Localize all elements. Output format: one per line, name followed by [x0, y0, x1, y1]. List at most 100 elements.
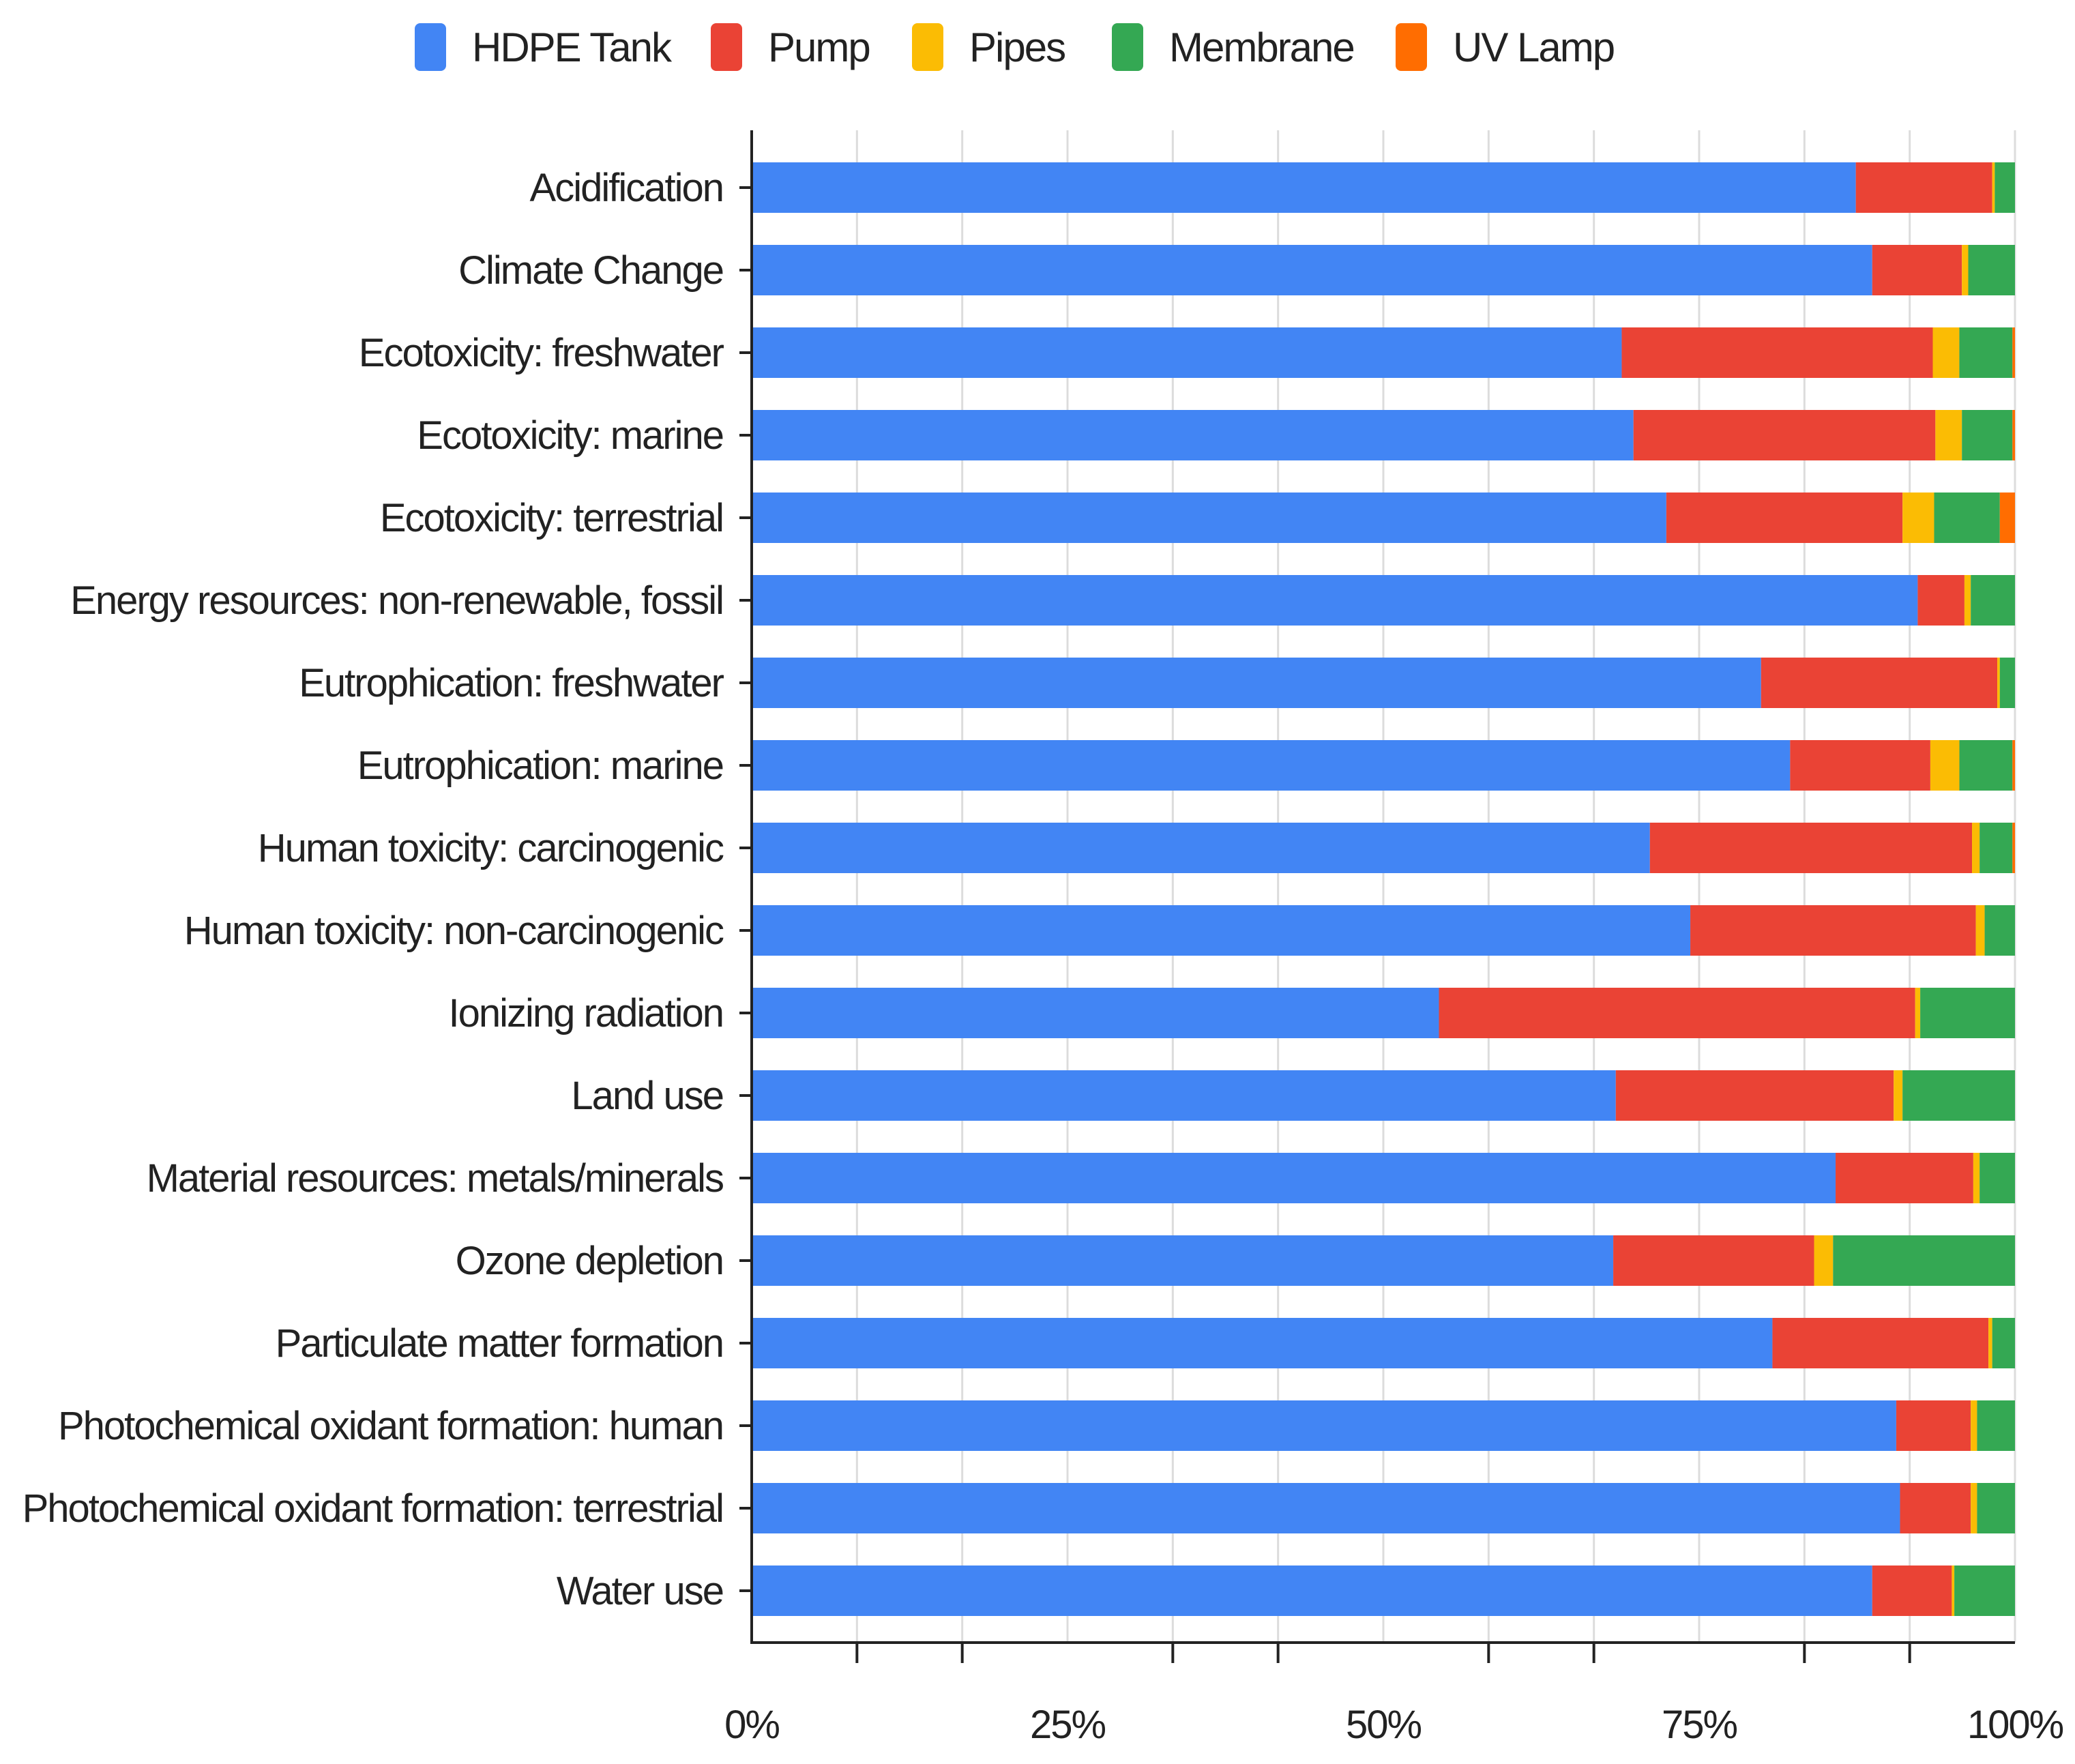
bar-segment-pump — [1649, 823, 1973, 873]
bar-segment-hdpe-tank — [752, 988, 1439, 1038]
legend-swatch — [1112, 23, 1143, 71]
bar-segment-pump — [1896, 1400, 1971, 1451]
category-label: Water use — [557, 1569, 723, 1613]
bar-segment-pump — [1900, 1483, 1971, 1533]
bar-segment-hdpe-tank — [752, 1400, 1896, 1451]
bar-segment-hdpe-tank — [752, 162, 1856, 213]
bar-segment-pump — [1836, 1153, 1973, 1203]
bar-segment-pipes — [1962, 245, 1969, 295]
bar-segment-hdpe-tank — [752, 905, 1691, 956]
bar-segment-hdpe-tank — [752, 493, 1666, 543]
bar-segment-pipes — [1894, 1070, 1903, 1121]
bar-segment-hdpe-tank — [752, 410, 1634, 460]
category-label: Eutrophication: marine — [357, 744, 723, 788]
bar-segment-hdpe-tank — [752, 1070, 1616, 1121]
x-tick-label: 25% — [1030, 1703, 1106, 1747]
bar-segment-membrane — [1995, 162, 2015, 213]
bar-segment-pump — [1615, 1070, 1894, 1121]
bar-segment-pump — [1855, 162, 1992, 213]
bar-segment-pump — [1772, 1318, 1989, 1368]
bar-segment-hdpe-tank — [752, 1235, 1614, 1286]
category-label: Photochemical oxidant formation: human — [58, 1404, 723, 1448]
bar-segment-pipes — [1814, 1235, 1834, 1286]
category-label: Human toxicity: carcinogenic — [258, 826, 724, 870]
category-label: Material resources: metals/minerals — [147, 1156, 723, 1201]
bar-segment-membrane — [1934, 493, 2000, 543]
bar-segment-membrane — [1968, 245, 2015, 295]
bar-segment-pipes — [1972, 823, 1980, 873]
bar-segment-hdpe-tank — [752, 658, 1761, 708]
category-label: Ionizing radiation — [448, 991, 723, 1035]
legend-label: Pipes — [969, 25, 1065, 70]
legend-swatch — [415, 23, 446, 71]
category-label: Land use — [571, 1074, 723, 1118]
x-tick-label: 50% — [1346, 1703, 1422, 1747]
legend-swatch — [711, 23, 742, 71]
bar-segment-pump — [1690, 905, 1976, 956]
bar-segment-pipes — [1997, 658, 2000, 708]
bar-segment-membrane — [1977, 1400, 2015, 1451]
bar-segment-membrane — [1992, 1318, 2015, 1368]
legend-label: UV Lamp — [1453, 25, 1614, 70]
category-label: Human toxicity: non-carcinogenic — [184, 909, 724, 953]
bar-segment-membrane — [1999, 658, 2015, 708]
bar-segment-membrane — [1959, 740, 2013, 791]
category-label: Ecotoxicity: marine — [417, 413, 723, 458]
bar-segment-pipes — [1930, 740, 1960, 791]
bar-segment-membrane — [1971, 575, 2015, 626]
bar-segment-pipes — [1992, 162, 1995, 213]
category-label: Particulate matter formation — [276, 1321, 723, 1366]
bar-segment-uv-lamp — [2012, 327, 2015, 378]
category-label: Ecotoxicity: terrestrial — [380, 496, 723, 540]
bar-segment-pump — [1790, 740, 1930, 791]
bar-segment-pipes — [1971, 1400, 1977, 1451]
bar-segment-pump — [1917, 575, 1964, 626]
x-tick-label: 0% — [724, 1703, 779, 1747]
category-label: Climate Change — [458, 248, 723, 293]
bar-segment-membrane — [1954, 1565, 2015, 1616]
bar-segment-pump — [1666, 493, 1903, 543]
bar-segment-hdpe-tank — [752, 1153, 1836, 1203]
bar-segment-membrane — [1977, 1483, 2015, 1533]
bar-segment-hdpe-tank — [752, 1565, 1872, 1616]
legend-swatch — [1396, 23, 1427, 71]
bar-segment-pipes — [1935, 410, 1962, 460]
bar-segment-pipes — [1975, 905, 1985, 956]
bar-segment-uv-lamp — [2012, 740, 2015, 791]
bar-segment-membrane — [1980, 823, 2013, 873]
category-label: Ozone depletion — [456, 1239, 723, 1283]
bar-segment-pipes — [1932, 327, 1960, 378]
bar-segment-hdpe-tank — [752, 1318, 1773, 1368]
bar-segment-membrane — [1962, 410, 2013, 460]
legend-swatch — [912, 23, 943, 71]
bar-segment-membrane — [1980, 1153, 2015, 1203]
bar-segment-pump — [1613, 1235, 1814, 1286]
bar-segment-uv-lamp — [2012, 410, 2015, 460]
category-label: Acidification — [530, 166, 723, 210]
bar-segment-pump — [1633, 410, 1936, 460]
bar-segment-membrane — [1920, 988, 2015, 1038]
bar-segment-hdpe-tank — [752, 740, 1791, 791]
bar-segment-pump — [1621, 327, 1933, 378]
bar-segment-hdpe-tank — [752, 823, 1650, 873]
bar-segment-hdpe-tank — [752, 327, 1622, 378]
bar-segment-uv-lamp — [2012, 823, 2015, 873]
bar-segment-pipes — [1964, 575, 1971, 626]
bar-segment-hdpe-tank — [752, 575, 1918, 626]
bar-segment-membrane — [1902, 1070, 2015, 1121]
bar-segment-pipes — [1973, 1153, 1980, 1203]
bar-segment-pipes — [1902, 493, 1934, 543]
bar-segment-pipes — [1971, 1483, 1977, 1533]
bar-segment-membrane — [1833, 1235, 2015, 1286]
legend-label: HDPE Tank — [472, 25, 673, 70]
bar-segment-pump — [1439, 988, 1915, 1038]
x-tick-label: 75% — [1662, 1703, 1737, 1747]
x-tick-label: 100% — [1967, 1703, 2063, 1747]
bar-segment-uv-lamp — [1999, 493, 2015, 543]
category-label: Ecotoxicity: freshwater — [359, 331, 724, 375]
bar-segment-pipes — [1915, 988, 1921, 1038]
bar-segment-pipes — [1952, 1565, 1955, 1616]
legend-label: Pump — [768, 25, 870, 70]
category-label: Eutrophication: freshwater — [299, 661, 724, 705]
